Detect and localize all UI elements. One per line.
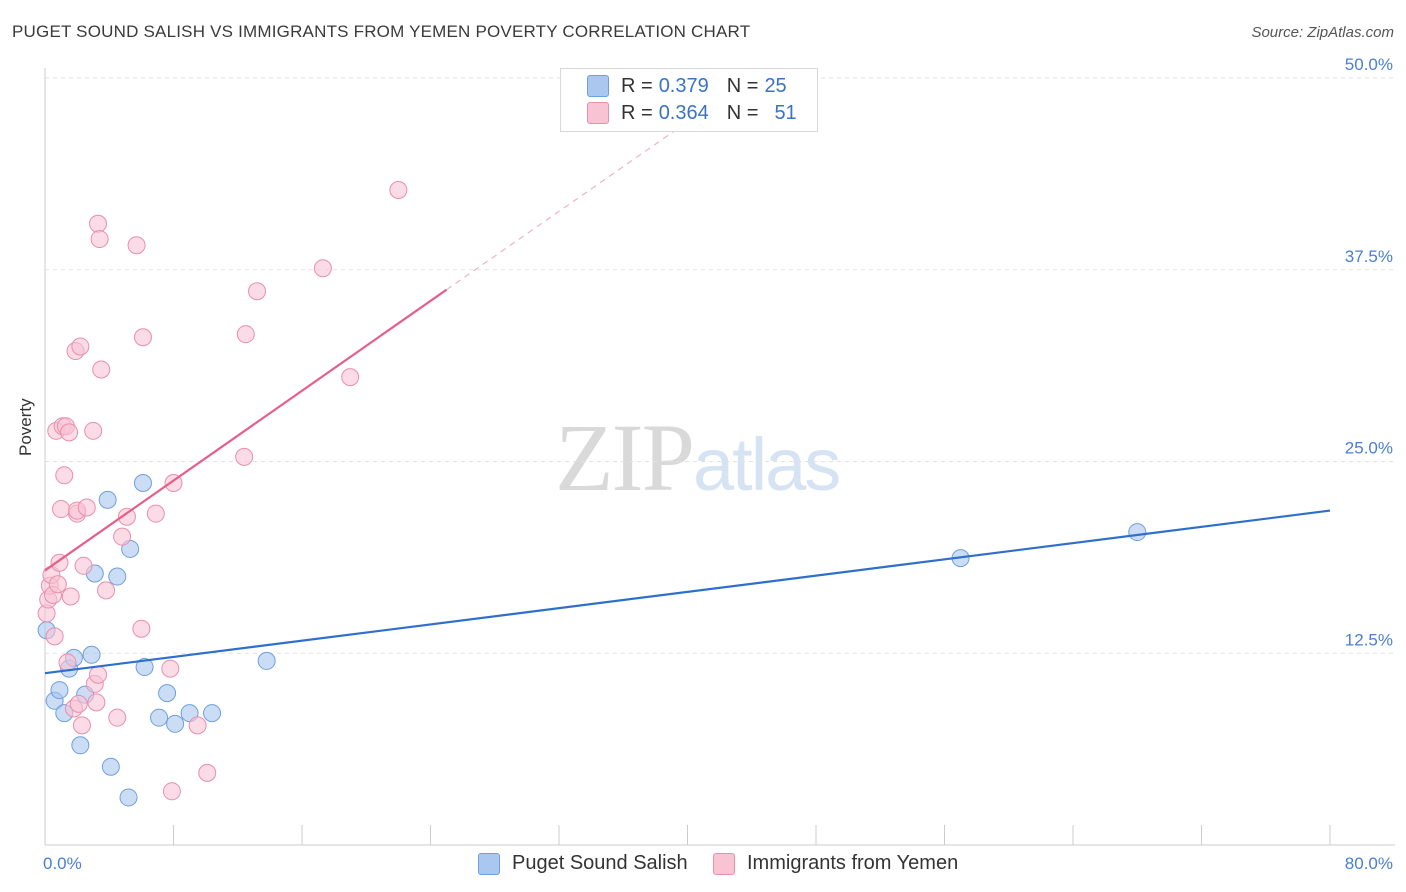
x-tick-label-min: 0.0% [43, 854, 82, 873]
point-salish [71, 736, 90, 755]
point-yemen [89, 665, 108, 684]
point-yemen [84, 421, 103, 440]
point-yemen [69, 694, 88, 713]
point-yemen [117, 507, 136, 526]
point-yemen [132, 619, 151, 638]
point-yemen [341, 368, 360, 387]
bottom-legend: Puget Sound Salish Immigrants from Yemen [0, 852, 1406, 878]
point-salish [101, 757, 120, 776]
legend: R = 0.379 N = 25 R = 0.364 N = 51 [560, 68, 818, 132]
point-yemen [61, 587, 80, 606]
point-salish [150, 708, 169, 727]
point-yemen [313, 259, 332, 278]
point-yemen [188, 716, 207, 735]
y-tick-label: 37.5% [1345, 247, 1393, 266]
bottom-legend-label-yemen: Immigrants from Yemen [747, 852, 959, 874]
point-yemen [389, 180, 408, 199]
legend-r-label: R = [621, 101, 653, 124]
watermark-atlas: atlas [693, 423, 841, 506]
point-yemen [113, 527, 132, 546]
point-yemen [72, 716, 91, 735]
point-salish [82, 645, 101, 664]
point-salish [50, 681, 69, 700]
point-yemen [162, 782, 181, 801]
point-salish [158, 684, 177, 703]
bottom-legend-salish: Puget Sound Salish [478, 852, 688, 875]
point-yemen [97, 581, 116, 600]
point-yemen [146, 504, 165, 523]
point-yemen [60, 423, 79, 442]
trend-line-salish [44, 509, 1331, 675]
point-salish [166, 714, 185, 733]
y-tick-label: 50.0% [1345, 55, 1393, 74]
legend-r-value: 0.364 [658, 101, 709, 124]
point-yemen [55, 466, 74, 485]
point-yemen [45, 627, 64, 646]
x-tick-label-max: 80.0% [1345, 854, 1393, 873]
chart-title: PUGET SOUND SALISH VS IMMIGRANTS FROM YE… [12, 22, 751, 41]
legend-row-yemen: R = 0.364 N = 51 [587, 100, 797, 126]
point-salish [135, 658, 154, 677]
legend-n-label: N = [726, 101, 759, 124]
point-salish [108, 567, 127, 586]
legend-r-value: 0.379 [658, 74, 709, 97]
chart-source: Source: ZipAtlas.com [1251, 24, 1394, 41]
y-tick-label: 12.5% [1345, 630, 1393, 649]
bottom-legend-swatch-yemen [713, 852, 735, 875]
point-salish [1128, 523, 1147, 542]
legend-row-salish: R = 0.379 N = 25 [587, 73, 787, 99]
y-axis-label: Poverty [16, 398, 35, 456]
bottom-legend-yemen: Immigrants from Yemen [713, 852, 958, 875]
point-yemen [127, 236, 146, 255]
point-yemen [108, 708, 127, 727]
point-yemen [74, 556, 93, 575]
legend-n-value: 25 [764, 74, 787, 97]
point-yemen [161, 659, 180, 678]
legend-n-value: 51 [774, 101, 797, 124]
point-salish [133, 473, 152, 492]
y-tick-label: 25.0% [1345, 439, 1393, 458]
watermark-zip: ZIP [555, 404, 695, 511]
legend-n-label: N = [726, 74, 759, 97]
legend-swatch-salish [587, 75, 609, 97]
point-yemen [71, 337, 90, 356]
point-yemen [90, 230, 109, 249]
bottom-legend-label-salish: Puget Sound Salish [512, 852, 688, 874]
point-yemen [52, 500, 71, 519]
point-salish [203, 704, 222, 723]
bottom-legend-swatch-salish [478, 852, 500, 875]
point-salish [98, 490, 117, 509]
legend-swatch-yemen [587, 102, 609, 124]
point-yemen [48, 575, 67, 594]
point-yemen [87, 693, 106, 712]
trend-line-yemen [44, 288, 448, 572]
point-salish [257, 651, 276, 670]
point-yemen [235, 447, 254, 466]
watermark: ZIPatlas [555, 402, 841, 513]
point-yemen [77, 498, 96, 517]
point-yemen [92, 360, 111, 379]
point-salish [119, 788, 138, 807]
point-yemen [236, 325, 255, 344]
point-yemen [133, 328, 152, 347]
point-yemen [58, 653, 77, 672]
point-yemen [198, 763, 217, 782]
point-yemen [248, 282, 267, 301]
point-yemen [89, 214, 108, 233]
legend-r-label: R = [621, 74, 653, 97]
